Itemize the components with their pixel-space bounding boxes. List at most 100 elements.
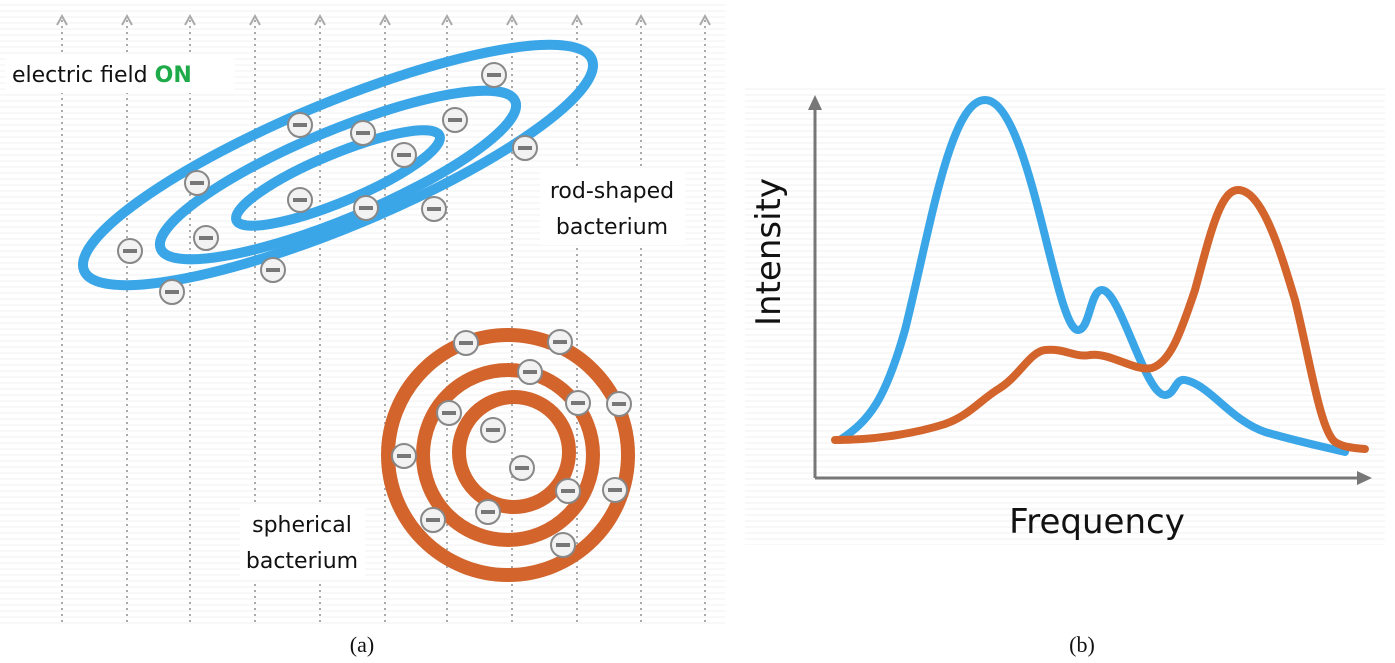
rod-label-box [540,170,685,245]
charge [453,330,479,356]
charge [391,443,417,469]
charge-sign [612,402,626,406]
charge [481,62,507,88]
charge [512,135,538,161]
caption-b: (b) [1069,632,1095,657]
charge-sign [571,401,585,405]
caption-a: (a) [350,632,374,657]
charge [565,390,591,416]
charge [353,195,379,221]
charge-sign [442,411,456,415]
field-arrowhead [249,13,261,26]
rod-bacterium [78,39,598,291]
charge-sign [266,268,280,272]
charge [547,329,573,355]
panel-b: Intensity Frequency (b) [745,85,1385,657]
panel-a: electric field ON rod-shaped bacterium s… [0,0,725,657]
charge-sign [556,543,570,547]
charge-sign [523,370,537,374]
orange-curve [831,185,1369,453]
rod-label-line: rod-shaped [550,179,674,204]
field-state: ON [155,63,192,88]
field-arrowhead [571,13,583,26]
sphere-label-line: bacterium [246,549,358,574]
field-arrowhead [441,13,453,26]
charge [606,391,632,417]
charge [550,532,576,558]
field-arrows [56,13,711,622]
rod-label-line: bacterium [556,215,668,240]
field-label: electric field ON [12,63,192,88]
charge [193,225,219,251]
sphere-middle [416,363,600,547]
field-label-box [5,55,235,93]
charge [602,477,628,503]
field-arrowhead [506,13,518,26]
charge [159,279,185,305]
charges [117,62,632,558]
y-axis-label: Intensity [749,178,789,326]
charge-sign [448,118,462,122]
rod-middle [154,85,522,265]
charge [509,455,535,481]
charge [350,120,376,146]
charge [517,359,543,385]
charge-sign [518,146,532,150]
charge [260,257,286,283]
sphere-label-line: spherical [252,513,352,538]
field-arrowhead [121,13,133,26]
charge [555,478,581,504]
charge-sign [608,488,622,492]
charge-sign [427,207,441,211]
charge-sign [123,249,137,253]
charge-sign [293,123,307,127]
sphere-outer [381,328,635,582]
charge-sign [199,236,213,240]
charge-sign [359,206,373,210]
charge-sign [397,454,411,458]
charge-sign [293,198,307,202]
sphere-bacterium [381,328,635,582]
charge-sign [459,341,473,345]
y-arrow [808,95,822,110]
axes [808,95,1372,485]
field-arrowhead [56,13,68,26]
charge [442,107,468,133]
charge [420,507,446,533]
charge-sign [553,340,567,344]
charge-sign [356,131,370,135]
charge [287,112,313,138]
charge-sign [397,153,411,157]
charge [436,400,462,426]
field-label-text: electric field [12,63,148,88]
field-arrowhead [184,13,196,26]
sphere-label-box [240,505,365,580]
charge-sign [561,489,575,493]
charge-sign [515,466,529,470]
field-arrowhead [635,13,647,26]
charge [480,417,506,443]
charge [421,196,447,222]
field-arrowhead [379,13,391,26]
charge [117,238,143,264]
charge-sign [481,510,495,514]
charge [184,170,210,196]
charge-sign [486,428,500,432]
blue-curve [836,95,1349,456]
rod-inner [231,125,445,231]
charge [391,142,417,168]
sphere-inner [452,390,576,514]
field-arrowhead [314,13,326,26]
charge [475,499,501,525]
charge-sign [190,181,204,185]
field-arrowhead [699,13,711,26]
charge [287,187,313,213]
charge-sign [426,518,440,522]
x-arrow [1357,471,1372,485]
x-axis-label: Frequency [1009,502,1185,542]
charge-sign [165,290,179,294]
charge-sign [487,73,501,77]
rod-outer [78,39,598,291]
